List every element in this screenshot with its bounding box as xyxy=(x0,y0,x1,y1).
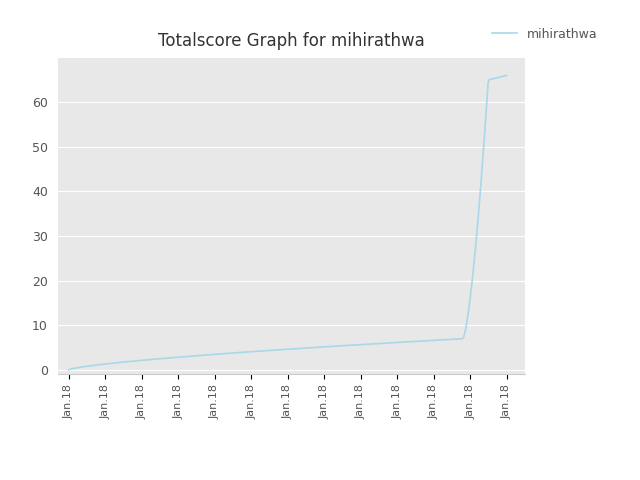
mihirathwa xyxy=(502,72,510,78)
mihirathwa xyxy=(275,347,283,353)
mihirathwa xyxy=(301,345,309,351)
mihirathwa xyxy=(273,347,280,353)
mihirathwa xyxy=(492,75,500,81)
mihirathwa xyxy=(424,338,431,344)
Legend: mihirathwa: mihirathwa xyxy=(487,23,603,46)
mihirathwa xyxy=(65,367,72,373)
Line: mihirathwa: mihirathwa xyxy=(68,75,506,370)
mihirathwa xyxy=(325,344,333,349)
Title: Totalscore Graph for mihirathwa: Totalscore Graph for mihirathwa xyxy=(158,33,424,50)
